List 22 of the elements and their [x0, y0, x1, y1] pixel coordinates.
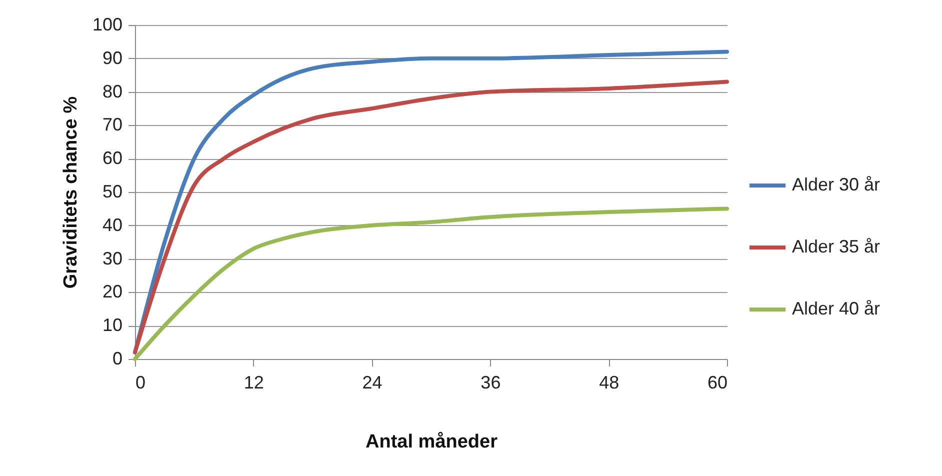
x-tick-label: 12	[244, 372, 264, 392]
x-tick-label: 24	[362, 372, 382, 392]
y-tick-label: 90	[102, 48, 122, 68]
legend-label: Alder 35 år	[792, 236, 880, 256]
y-tick-label: 60	[102, 148, 122, 168]
y-tick-label: 50	[102, 182, 122, 202]
x-tick-label: 60	[707, 372, 728, 392]
y-tick-label: 0	[112, 348, 122, 368]
y-axis-title: Graviditets chance %	[60, 96, 82, 289]
legend-label: Alder 40 år	[792, 298, 880, 318]
y-tick-label: 40	[102, 214, 122, 235]
legend-label: Alder 30 år	[792, 174, 880, 194]
y-tick-label: 30	[102, 248, 122, 268]
y-tick-label: 70	[102, 114, 122, 135]
y-tick-label: 10	[102, 315, 122, 336]
y-tick-label: 100	[92, 14, 122, 34]
x-axis-title: Antal måneder	[366, 432, 498, 452]
x-tick-label: 48	[599, 372, 620, 392]
x-tick-label: 0	[136, 372, 146, 392]
x-tick-label: 36	[480, 372, 501, 392]
y-tick-label: 80	[102, 81, 122, 102]
y-tick-label: 20	[102, 282, 122, 302]
